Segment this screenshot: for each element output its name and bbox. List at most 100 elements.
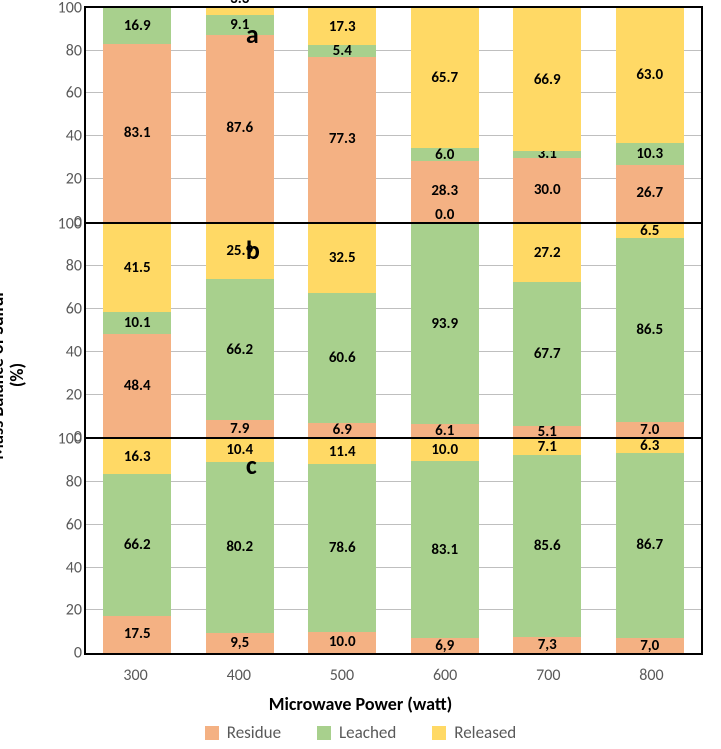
bar-value-label: 66.2 [124, 536, 151, 554]
bar-segment-leached: 78.6 [308, 464, 376, 632]
stacked-bar: 5.1 67.7 27.2 [513, 224, 581, 438]
bar-value-label: 17.3 [329, 18, 356, 36]
legend: ResidueLeachedReleased [0, 722, 721, 743]
y-tick-label: 40 [38, 558, 82, 577]
figure: Mass Balance of Sulfur (%) 0204060801008… [0, 0, 721, 749]
bars-row: 83.116.987.69.13.377.35.417.328.36.065.7… [86, 8, 701, 222]
stacked-bar: 26.710.363.0 [616, 8, 684, 222]
legend-swatch [432, 726, 446, 740]
bar-segment-residue: 7.0 [616, 422, 684, 437]
chart-panel: 02040608010083.116.987.69.13.377.35.417.… [84, 6, 703, 224]
x-tick-label: 700 [497, 666, 600, 685]
bar-value-label: 80.2 [226, 538, 253, 556]
bar-segment-released: 6.5 [616, 224, 684, 238]
x-tick-label: 800 [600, 666, 703, 685]
bar-value-label: 6.3 [640, 437, 659, 455]
bar-value-label: 87.6 [226, 119, 253, 137]
bar-segment-released: 3.3 [206, 8, 274, 15]
bar-slot: 6.193.90.0 [394, 224, 497, 438]
x-tick-label: 400 [187, 666, 290, 685]
stacked-bar: 6.9 60.6 32.5 [308, 224, 376, 438]
bar-value-label: 7.1 [538, 438, 557, 456]
bar-segment-residue: 30.0 [513, 158, 581, 222]
bar-slot: 28.36.065.7 [394, 8, 497, 222]
bar-slot: 17.5 66.2 16.3 [86, 439, 189, 653]
bar-value-label: 48.4 [124, 377, 151, 395]
bar-segment-residue: 83.1 [103, 44, 171, 222]
bar-slot: 83.116.9 [86, 8, 189, 222]
bar-value-label: 27.2 [534, 244, 561, 262]
bar-segment-leached: 6.0 [411, 148, 479, 161]
bar-slot: 6,983.110.0 [394, 439, 497, 653]
bar-segment-residue: 48.4 [103, 334, 171, 437]
bar-segment-released: 63.0 [616, 8, 684, 143]
bar-segment-residue: 7.9 [206, 420, 274, 437]
bar-segment-leached: 67.7 [513, 282, 581, 427]
bar-segment-residue: 7,3 [513, 637, 581, 653]
bar-segment-released: 16.3 [103, 439, 171, 474]
bar-segment-leached: 83.1 [411, 461, 479, 639]
bar-value-label: 85.6 [534, 537, 561, 555]
bar-value-label: 3.3 [206, 0, 274, 8]
bar-segment-residue: 17.5 [103, 616, 171, 653]
panel-label: a [246, 18, 259, 50]
bar-value-label: 86.5 [636, 321, 663, 339]
stacked-bar: 48.4 10.141.5 [103, 224, 171, 438]
legend-swatch [317, 726, 331, 740]
bar-value-label: 77.3 [329, 130, 356, 148]
y-tick-label: 80 [38, 473, 82, 492]
bar-value-label: 67.7 [534, 345, 561, 363]
bar-segment-leached: 5.4 [308, 45, 376, 57]
bars-row: 48.4 10.141.5 7.966.225.9 6.9 60.6 32.5 6.193.… [86, 224, 701, 438]
bar-slot: 30.03.166.9 [496, 8, 599, 222]
bar-value-label: 6,9 [435, 637, 454, 655]
bar-value-label: 65.7 [431, 69, 458, 87]
bar-segment-released: 32.5 [308, 224, 376, 293]
bar-segment-released: 11.4 [308, 439, 376, 463]
bar-segment-residue: 6.9 [308, 423, 376, 438]
chart-panel: 02040608010017.566.216.39,580.210.410.07… [84, 439, 703, 655]
x-tick-label: 300 [84, 666, 187, 685]
stacked-bar: 9,580.210.4 [206, 439, 274, 653]
bar-segment-released: 6.3 [616, 439, 684, 452]
bar-value-label: 10.3 [636, 145, 663, 163]
bars-row: 17.5 66.2 16.3 9,580.210.4 10.0 78.6 11.4 6,9 83… [86, 439, 701, 653]
bar-value-label: 63.0 [636, 66, 663, 84]
stacked-bar: 7.0 86.5 6.5 [616, 224, 684, 438]
bar-segment-released: 41.5 [103, 224, 171, 313]
bar-value-label: 10.1 [124, 314, 151, 332]
bar-segment-residue: 7,0 [616, 638, 684, 653]
stacked-bar: 7,086.76.3 [616, 439, 684, 653]
bar-value-label: 83.1 [431, 541, 458, 559]
stacked-bar: 6,983.110.0 [411, 439, 479, 653]
bar-value-label: 78.6 [329, 539, 356, 557]
bar-slot: 77.3 5.4 17.3 [291, 8, 394, 222]
stacked-bar: 83.116.9 [103, 8, 171, 222]
y-ticks: 020406080100 [38, 224, 82, 438]
legend-label: Residue [227, 722, 281, 743]
bar-value-label: 60.6 [329, 349, 356, 367]
bar-segment-residue: 6,9 [411, 638, 479, 653]
bar-segment-leached: 66.2 [206, 279, 274, 420]
bar-segment-leached: 10.3 [616, 143, 684, 165]
x-axis-label: Microwave Power (watt) [0, 693, 721, 715]
bar-segment-residue: 5.1 [513, 426, 581, 437]
bar-segment-released: 65.7 [411, 8, 479, 148]
bar-segment-released: 27.2 [513, 224, 581, 282]
bar-slot: 7.966.225.9 [189, 224, 292, 438]
y-tick-label: 0 [38, 644, 82, 663]
bar-value-label: 10.0 [329, 633, 356, 651]
bar-value-label: 7,0 [640, 637, 659, 655]
bar-segment-leached: 66.2 [103, 474, 171, 615]
x-ticks: 300400500600700800 [84, 666, 703, 685]
stacked-bar: 10.0 78.6 11.4 [308, 439, 376, 653]
bar-segment-leached: 10.1 [103, 312, 171, 334]
y-tick-label: 20 [38, 169, 82, 188]
bar-slot: 26.710.363.0 [599, 8, 702, 222]
y-ticks: 020406080100 [38, 8, 82, 222]
stacked-bar: 6.193.90.0 [411, 224, 479, 438]
bar-value-label: 66.9 [534, 71, 561, 89]
bar-slot: 87.69.13.3 [189, 8, 292, 222]
y-tick-label: 20 [38, 385, 82, 404]
bar-value-label: 7,3 [538, 636, 557, 654]
